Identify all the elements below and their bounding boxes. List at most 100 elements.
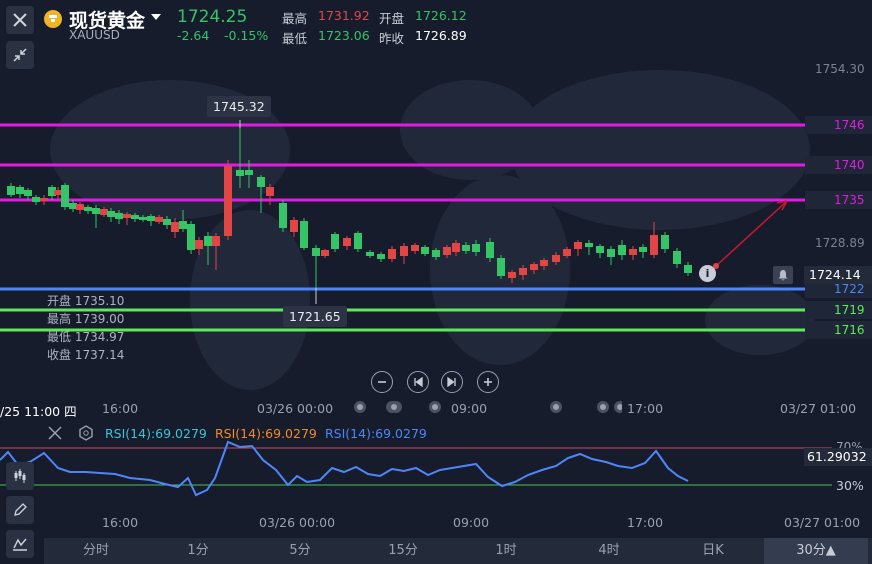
tab-daily[interactable]: 日K bbox=[702, 543, 724, 558]
candle[interactable] bbox=[462, 242, 470, 254]
close-indicator-icon[interactable] bbox=[47, 425, 63, 441]
candle[interactable] bbox=[596, 244, 604, 258]
zoom-out-button[interactable] bbox=[371, 371, 393, 393]
close-button[interactable] bbox=[6, 6, 34, 34]
candle[interactable] bbox=[661, 232, 669, 253]
chart-type-button[interactable] bbox=[6, 530, 34, 558]
candle[interactable] bbox=[673, 248, 681, 268]
scroll-end-button[interactable] bbox=[441, 371, 463, 393]
candle[interactable] bbox=[16, 185, 24, 198]
candle[interactable] bbox=[321, 249, 329, 258]
candle[interactable] bbox=[212, 233, 220, 270]
draw-tool-button[interactable] bbox=[6, 496, 34, 524]
zoom-in-button[interactable] bbox=[477, 371, 499, 393]
candle[interactable] bbox=[54, 187, 62, 200]
shrink-button[interactable] bbox=[6, 41, 34, 69]
alert-bell-button[interactable] bbox=[773, 266, 793, 284]
candle[interactable] bbox=[684, 262, 692, 276]
rsi-chart[interactable] bbox=[0, 440, 872, 510]
candle[interactable] bbox=[472, 240, 480, 256]
candle[interactable] bbox=[245, 160, 253, 188]
candle[interactable] bbox=[585, 240, 593, 255]
candle[interactable] bbox=[443, 245, 451, 258]
info-icon[interactable]: i bbox=[699, 265, 716, 282]
trend-arrow-anchor[interactable] bbox=[713, 263, 719, 269]
trend-arrow-head bbox=[776, 200, 788, 211]
candle[interactable] bbox=[131, 213, 139, 222]
candle[interactable] bbox=[574, 240, 582, 256]
candle[interactable] bbox=[32, 195, 40, 205]
candle[interactable] bbox=[607, 246, 615, 265]
scroll-start-button[interactable] bbox=[407, 371, 429, 393]
candle[interactable] bbox=[24, 188, 32, 200]
candle[interactable] bbox=[366, 250, 374, 258]
candle[interactable] bbox=[300, 218, 308, 250]
chevron-down-icon[interactable] bbox=[151, 14, 161, 22]
candle[interactable] bbox=[61, 183, 69, 210]
candle[interactable] bbox=[195, 237, 203, 255]
event-markers[interactable] bbox=[352, 399, 622, 415]
candle[interactable] bbox=[155, 215, 163, 224]
candle[interactable] bbox=[563, 247, 571, 258]
candle[interactable] bbox=[92, 205, 100, 228]
candle[interactable] bbox=[452, 240, 460, 256]
candle[interactable] bbox=[107, 208, 115, 222]
candle[interactable] bbox=[204, 232, 212, 265]
candle[interactable] bbox=[147, 214, 155, 226]
candle[interactable] bbox=[69, 200, 77, 212]
candlestick-chart[interactable] bbox=[0, 0, 872, 420]
tab-15min[interactable]: 15分 bbox=[388, 543, 418, 558]
candle[interactable] bbox=[290, 217, 298, 237]
candle[interactable] bbox=[388, 246, 396, 262]
candle[interactable] bbox=[171, 218, 179, 238]
tab-1hour[interactable]: 1时 bbox=[495, 543, 517, 558]
candle[interactable] bbox=[163, 216, 171, 229]
instrument-title[interactable]: 现货黄金 bbox=[69, 10, 146, 32]
candle[interactable] bbox=[279, 200, 287, 232]
tab-4hour[interactable]: 4时 bbox=[598, 543, 620, 558]
candle[interactable] bbox=[552, 252, 560, 265]
candle[interactable] bbox=[497, 255, 505, 279]
candle[interactable] bbox=[7, 183, 15, 197]
settings-hexagon-icon[interactable] bbox=[78, 425, 94, 441]
tab-5min[interactable]: 5分 bbox=[289, 543, 311, 558]
candle[interactable] bbox=[486, 238, 494, 262]
candle[interactable] bbox=[84, 205, 92, 214]
candle[interactable] bbox=[354, 231, 362, 252]
candle[interactable] bbox=[123, 212, 131, 225]
candle[interactable] bbox=[639, 244, 647, 258]
candle[interactable] bbox=[650, 222, 658, 258]
candle[interactable] bbox=[508, 270, 516, 283]
candle[interactable] bbox=[519, 265, 527, 280]
candle[interactable] bbox=[76, 202, 84, 214]
indicators-button[interactable] bbox=[6, 462, 34, 490]
candle[interactable] bbox=[421, 245, 429, 256]
tab-timeline[interactable]: 分时 bbox=[82, 543, 109, 558]
tab-30min[interactable]: 30分▲ bbox=[764, 538, 868, 564]
candle[interactable] bbox=[629, 246, 637, 260]
candle[interactable] bbox=[312, 245, 320, 288]
candle[interactable] bbox=[187, 221, 195, 254]
candle[interactable] bbox=[48, 185, 56, 200]
candle[interactable] bbox=[139, 215, 147, 222]
candle[interactable] bbox=[411, 243, 419, 254]
candle[interactable] bbox=[432, 248, 440, 260]
crosshair-time-label: /25 11:00 四 bbox=[0, 404, 77, 419]
trend-arrow-line[interactable] bbox=[715, 200, 788, 267]
candle[interactable] bbox=[377, 252, 385, 262]
candle[interactable] bbox=[40, 195, 48, 205]
candle[interactable] bbox=[331, 232, 339, 252]
candle[interactable] bbox=[236, 128, 244, 188]
candle[interactable] bbox=[540, 258, 548, 270]
candle[interactable] bbox=[115, 210, 123, 224]
candle[interactable] bbox=[400, 243, 408, 264]
candle[interactable] bbox=[266, 184, 274, 205]
candle[interactable] bbox=[257, 175, 265, 213]
candle[interactable] bbox=[179, 210, 187, 232]
candle[interactable] bbox=[100, 207, 108, 217]
candle[interactable] bbox=[530, 262, 538, 274]
candle[interactable] bbox=[224, 160, 232, 240]
candle[interactable] bbox=[343, 236, 351, 250]
candle[interactable] bbox=[618, 240, 626, 260]
tab-1min[interactable]: 1分 bbox=[187, 543, 209, 558]
